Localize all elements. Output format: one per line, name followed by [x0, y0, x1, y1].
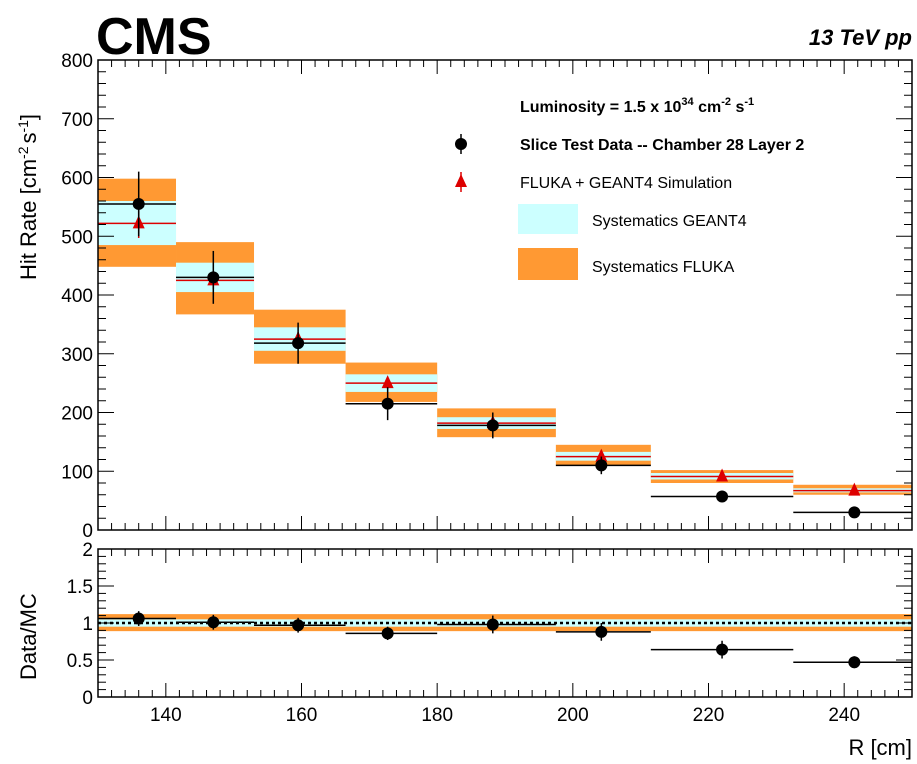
- ratio-y-tick-label: 1: [82, 614, 93, 635]
- top-y-tick-label: 200: [61, 404, 93, 425]
- top-y-tick-label: 100: [61, 462, 93, 483]
- ratio-panel: 140 160 180 200 220 240 0 0.5 1 1.5 2: [67, 540, 913, 726]
- sim-marker: [381, 375, 394, 389]
- sim-marker: [595, 448, 608, 462]
- x-axis-label: R [cm]: [848, 735, 912, 760]
- ratio-marker: [848, 656, 861, 669]
- x-tick-label: 240: [828, 705, 860, 726]
- ratio-marker: [595, 625, 608, 638]
- sim-marker: [716, 468, 729, 482]
- data-marker: [486, 419, 499, 432]
- top-panel: 0 100 200 300 400 500 600 700 800: [61, 51, 913, 542]
- ratio-y-tick-label: 1.5: [67, 577, 93, 598]
- x-tick-label: 160: [286, 705, 318, 726]
- legend-fluka-label: Systematics FLUKA: [592, 259, 735, 276]
- x-tick-label: 220: [693, 705, 725, 726]
- x-tick-label: 140: [150, 705, 182, 726]
- data-marker: [716, 490, 729, 503]
- data-marker: [292, 337, 305, 350]
- legend-geant4-label: Systematics GEANT4: [592, 213, 747, 230]
- legend: Luminosity = 1.5 x 1034 cm-2 s-1 Slice T…: [455, 96, 804, 280]
- data-marker: [595, 459, 608, 472]
- x-tick-label: 180: [421, 705, 453, 726]
- data-marker: [848, 506, 861, 519]
- cms-logo-text: CMS: [96, 8, 212, 66]
- top-y-tick-label: 700: [61, 110, 93, 131]
- ratio-y-axis-label: Data/MC: [16, 593, 41, 680]
- top-y-tick-label: 300: [61, 345, 93, 366]
- ratio-y-tick-label: 0.5: [67, 651, 93, 672]
- top-y-tick-label: 800: [61, 51, 93, 72]
- ratio-y-tick-label: 0: [82, 688, 93, 709]
- ratio-marker: [132, 612, 145, 625]
- top-y-tick-label: 600: [61, 169, 93, 190]
- legend-sim-label: FLUKA + GEANT4 Simulation: [520, 175, 732, 192]
- legend-luminosity: Luminosity = 1.5 x 1034 cm-2 s-1: [520, 96, 754, 116]
- ratio-marker: [292, 619, 305, 632]
- ratio-geant4-band: [98, 619, 912, 627]
- legend-fluka-swatch: [518, 248, 578, 280]
- top-y-tick-label: 0: [82, 521, 93, 542]
- sim-marker: [848, 482, 861, 496]
- ratio-marker: [381, 627, 394, 640]
- data-marker: [132, 197, 145, 210]
- legend-data-label: Slice Test Data -- Chamber 28 Layer 2: [520, 137, 804, 154]
- ratio-marker: [207, 616, 220, 629]
- energy-label: 13 TeV pp: [809, 25, 912, 50]
- ratio-marker: [486, 618, 499, 631]
- top-y-tick-label: 500: [61, 227, 93, 248]
- x-tick-label: 200: [557, 705, 589, 726]
- legend-data-marker: [455, 138, 467, 150]
- ratio-marker: [716, 643, 729, 656]
- top-y-tick-label: 400: [61, 286, 93, 307]
- top-y-axis-label: Hit Rate [cm-2s-1]: [15, 114, 41, 280]
- data-marker: [381, 397, 394, 410]
- data-marker: [207, 271, 220, 284]
- legend-geant4-swatch: [518, 204, 578, 234]
- ratio-y-tick-label: 2: [82, 540, 93, 561]
- legend-sim-marker: [455, 174, 467, 187]
